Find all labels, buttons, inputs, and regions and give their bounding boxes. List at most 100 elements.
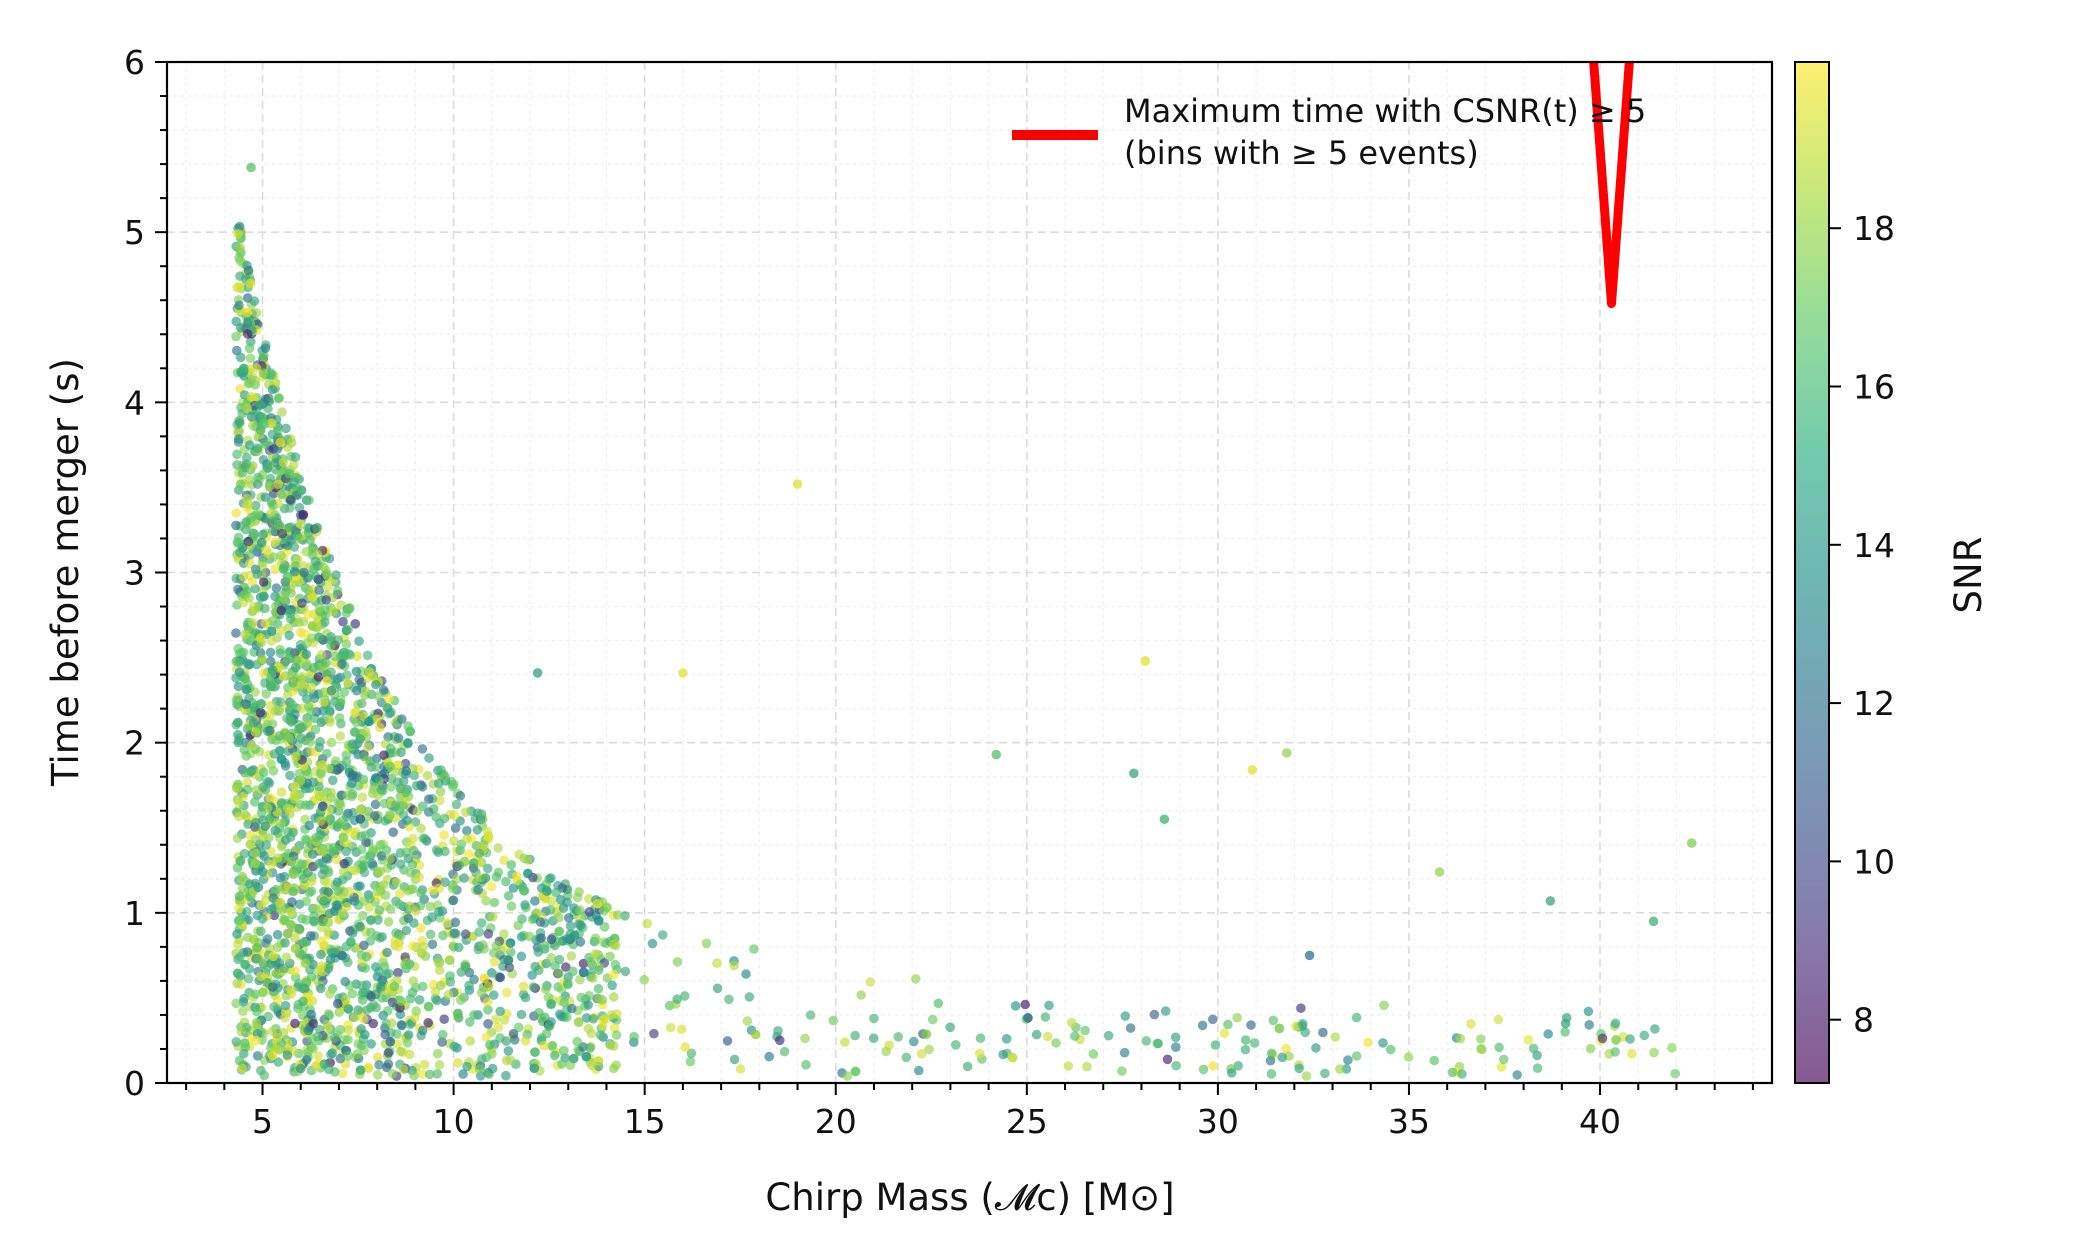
- scatter-point: [319, 896, 329, 906]
- scatter-point: [267, 418, 277, 428]
- scatter-point: [554, 968, 564, 979]
- scatter-point: [483, 863, 493, 874]
- scatter-point: [391, 877, 402, 888]
- scatter-point: [287, 897, 297, 907]
- scatter-point: [264, 814, 275, 824]
- scatter-point: [649, 1028, 659, 1039]
- scatter-point: [749, 944, 759, 954]
- scatter-point: [608, 939, 619, 950]
- scatter-point: [557, 1059, 567, 1069]
- scatter-point: [495, 972, 505, 983]
- scatter-point: [590, 949, 600, 959]
- scatter-point: [266, 904, 277, 914]
- scatter-point: [448, 895, 459, 906]
- scatter-point: [271, 583, 282, 593]
- scatter-point: [1639, 1030, 1650, 1041]
- scatter-point: [917, 1049, 927, 1059]
- scatter-point: [865, 977, 876, 987]
- scatter-point: [310, 724, 321, 735]
- scatter-point: [341, 608, 352, 619]
- scatter-point: [265, 793, 275, 803]
- scatter-point: [281, 952, 292, 962]
- scatter-point: [1403, 1052, 1414, 1062]
- scatter-point: [265, 481, 275, 491]
- scatter-point: [276, 905, 287, 916]
- scatter-point: [258, 352, 269, 363]
- scatter-point: [609, 1041, 619, 1051]
- scatter-point: [357, 910, 368, 921]
- scatter-point: [1330, 1032, 1340, 1042]
- scatter-point: [665, 1022, 676, 1033]
- scatter-point: [502, 987, 512, 998]
- scatter-point: [276, 550, 286, 561]
- scatter-point: [432, 1048, 443, 1059]
- scatter-point: [342, 670, 352, 680]
- scatter-point: [335, 800, 346, 811]
- scatter-point: [962, 1061, 973, 1072]
- scatter-point: [244, 593, 254, 603]
- scatter-point: [311, 832, 321, 843]
- scatter-point: [235, 856, 246, 866]
- scatter-point: [1010, 1001, 1021, 1011]
- scatter-point: [343, 1025, 354, 1035]
- colorbar: 8 10 12 14 16 18 SNR: [1794, 61, 1990, 1084]
- scatter-point: [277, 528, 288, 539]
- scatter-point: [612, 910, 623, 920]
- scatter-point: [372, 1052, 383, 1062]
- scatter-point: [435, 795, 445, 806]
- scatter-point: [477, 988, 487, 998]
- scatter-point: [289, 566, 300, 577]
- scatter-point: [252, 569, 263, 579]
- scatter-point: [241, 459, 252, 470]
- scatter-point: [609, 992, 619, 1002]
- scatter-point: [301, 1055, 312, 1065]
- scatter-point: [686, 1048, 697, 1059]
- scatter-point: [516, 1009, 527, 1020]
- scatter-point: [275, 745, 285, 756]
- scatter-point: [251, 308, 262, 318]
- scatter-point: [578, 967, 589, 978]
- scatter-point: [506, 901, 517, 911]
- scatter-point: [314, 603, 325, 613]
- scatter-point: [301, 800, 311, 810]
- scatter-point: [576, 992, 586, 1003]
- scatter-point: [294, 924, 305, 934]
- scatter-point: [305, 535, 315, 545]
- scatter-point: [393, 967, 403, 978]
- scatter-point: [255, 1065, 266, 1076]
- scatter-point: [286, 989, 297, 999]
- scatter-point: [378, 957, 389, 967]
- scatter-point: [239, 745, 250, 755]
- scatter-point: [245, 278, 256, 289]
- scatter-point: [1265, 1055, 1276, 1066]
- scatter-point: [335, 1024, 346, 1035]
- scatter-point: [258, 368, 269, 378]
- scatter-point: [1543, 1029, 1553, 1039]
- scatter-point: [1583, 1006, 1594, 1017]
- scatter-point: [911, 974, 921, 984]
- scatter-point: [425, 901, 436, 912]
- scatter-point: [1379, 1000, 1389, 1011]
- scatter-point: [298, 510, 309, 520]
- scatter-point: [323, 887, 333, 897]
- scatter-point: [335, 698, 345, 709]
- scatter-point: [244, 440, 255, 450]
- scatter-point: [306, 683, 317, 693]
- scatter-point: [246, 412, 257, 422]
- scatter-point: [385, 761, 395, 772]
- scatter-point: [248, 420, 258, 431]
- y-tick-label: 6: [124, 43, 145, 82]
- scatter-point: [409, 1070, 419, 1081]
- scatter-point: [266, 681, 276, 692]
- scatter-point: [454, 942, 464, 953]
- scatter-point: [901, 1052, 911, 1063]
- scatter-point: [408, 845, 419, 856]
- scatter-point: [266, 497, 277, 507]
- scatter-point: [712, 983, 723, 994]
- scatter-point: [530, 961, 540, 972]
- scatter-point: [265, 700, 276, 711]
- scatter-point: [367, 858, 378, 869]
- scatter-point: [255, 707, 266, 718]
- scatter-point: [371, 762, 381, 772]
- scatter-point: [554, 954, 565, 965]
